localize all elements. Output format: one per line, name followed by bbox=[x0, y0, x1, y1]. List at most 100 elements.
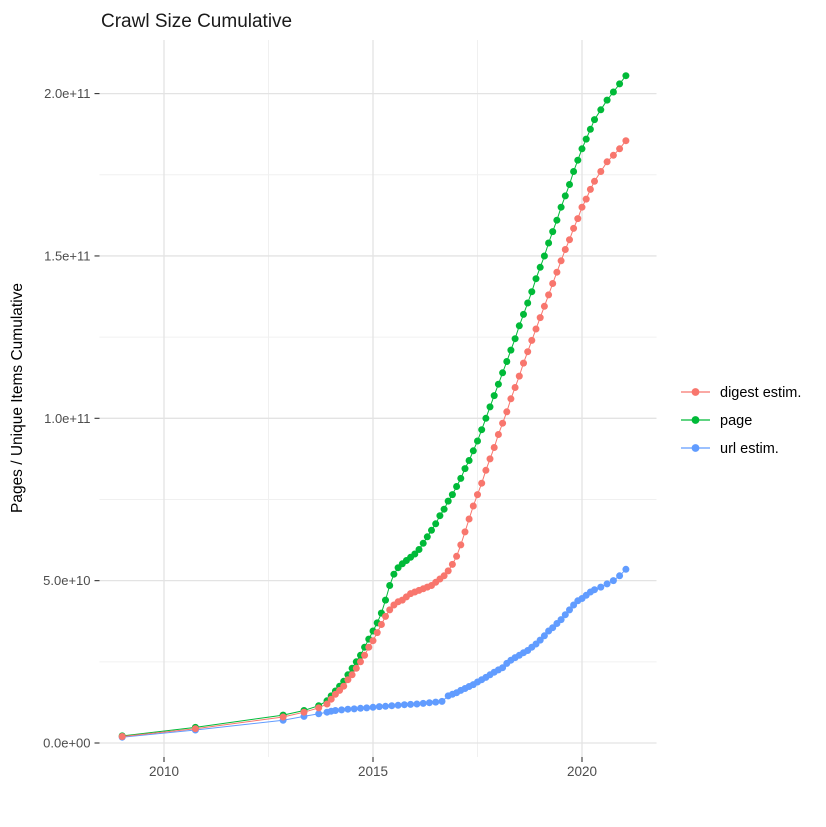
data-point bbox=[503, 358, 511, 365]
data-point bbox=[616, 572, 624, 580]
data-point bbox=[609, 577, 617, 585]
data-point bbox=[436, 512, 444, 520]
data-point bbox=[603, 158, 611, 166]
data-point bbox=[440, 572, 448, 580]
data-point bbox=[361, 651, 369, 659]
legend-label: page bbox=[720, 413, 752, 429]
data-point bbox=[528, 288, 536, 296]
data-point bbox=[323, 700, 331, 708]
data-point bbox=[386, 606, 394, 614]
data-point bbox=[440, 505, 448, 513]
data-point bbox=[338, 706, 346, 714]
data-point bbox=[411, 550, 419, 558]
data-point bbox=[382, 596, 389, 604]
axis-layer: 0.0e+00 5.0e+10 1.0e+11 1.5e+11 2.0e+11 2010 2… bbox=[43, 86, 597, 779]
data-point bbox=[553, 216, 561, 224]
gridlines-minor bbox=[99, 40, 657, 757]
data-point bbox=[503, 408, 511, 416]
legend: digest estim. page url estim. bbox=[681, 385, 801, 457]
data-point bbox=[494, 431, 502, 438]
data-point bbox=[457, 474, 465, 482]
data-point bbox=[415, 546, 423, 553]
data-point bbox=[515, 322, 523, 330]
series-digest-estim- bbox=[118, 137, 630, 740]
data-point bbox=[553, 268, 561, 276]
data-point bbox=[622, 72, 630, 80]
data-point bbox=[344, 676, 352, 684]
legend-item-url: url estim. bbox=[681, 441, 779, 457]
data-point bbox=[622, 565, 630, 573]
data-point bbox=[532, 275, 540, 283]
data-point bbox=[352, 664, 360, 672]
data-point bbox=[549, 228, 557, 236]
data-point bbox=[557, 257, 565, 265]
data-point bbox=[394, 701, 402, 709]
data-point bbox=[327, 695, 335, 703]
data-point bbox=[482, 466, 490, 474]
data-point bbox=[369, 703, 377, 711]
data-point bbox=[357, 704, 364, 712]
data-point bbox=[453, 483, 461, 490]
data-point bbox=[382, 702, 389, 710]
data-point bbox=[570, 224, 578, 232]
data-point bbox=[428, 526, 435, 534]
gridlines-major bbox=[99, 40, 657, 757]
data-point bbox=[540, 252, 548, 260]
data-point bbox=[400, 701, 408, 709]
data-point bbox=[478, 479, 486, 487]
data-point bbox=[499, 664, 507, 672]
y-tick-label: 0.0e+00 bbox=[43, 736, 90, 751]
data-point bbox=[494, 380, 502, 388]
legend-key-dot bbox=[691, 444, 700, 452]
data-point bbox=[438, 697, 446, 705]
data-point bbox=[578, 203, 586, 211]
data-point bbox=[591, 116, 598, 124]
data-point bbox=[582, 195, 590, 203]
data-point bbox=[469, 447, 477, 455]
data-point bbox=[536, 636, 544, 644]
data-point bbox=[540, 632, 548, 640]
data-point bbox=[331, 707, 339, 714]
legend-item-page: page bbox=[681, 413, 752, 429]
data-point bbox=[616, 80, 624, 88]
data-point bbox=[566, 181, 573, 188]
data-point bbox=[486, 403, 494, 411]
data-point bbox=[490, 392, 498, 400]
data-point bbox=[413, 700, 421, 708]
series-page bbox=[118, 72, 630, 740]
series-layer bbox=[118, 72, 630, 741]
series-line bbox=[122, 568, 627, 738]
data-point bbox=[425, 699, 433, 707]
data-point bbox=[432, 520, 440, 528]
data-point bbox=[597, 106, 605, 114]
data-point bbox=[461, 465, 469, 473]
data-point bbox=[363, 704, 371, 712]
data-point bbox=[536, 263, 544, 271]
data-point bbox=[279, 713, 287, 721]
data-point bbox=[373, 629, 381, 637]
data-point bbox=[315, 704, 323, 712]
data-point bbox=[340, 682, 348, 690]
y-tick-label: 5.0e+10 bbox=[43, 573, 90, 588]
data-point bbox=[474, 437, 481, 445]
data-point bbox=[557, 616, 565, 624]
data-point bbox=[377, 621, 385, 628]
data-point bbox=[597, 168, 605, 175]
data-point bbox=[524, 299, 532, 307]
data-point bbox=[603, 580, 611, 588]
data-point bbox=[499, 369, 507, 377]
data-point bbox=[419, 539, 427, 547]
data-point bbox=[465, 457, 473, 464]
data-point bbox=[448, 491, 456, 499]
y-axis-title: Pages / Unique Items Cumulative bbox=[9, 283, 26, 513]
x-tick-label: 2010 bbox=[149, 764, 179, 779]
data-point bbox=[524, 348, 532, 356]
data-point bbox=[511, 384, 519, 391]
data-point bbox=[390, 570, 398, 578]
data-point bbox=[369, 637, 377, 645]
data-point bbox=[545, 291, 553, 299]
data-point bbox=[540, 302, 548, 310]
data-point bbox=[474, 491, 481, 499]
